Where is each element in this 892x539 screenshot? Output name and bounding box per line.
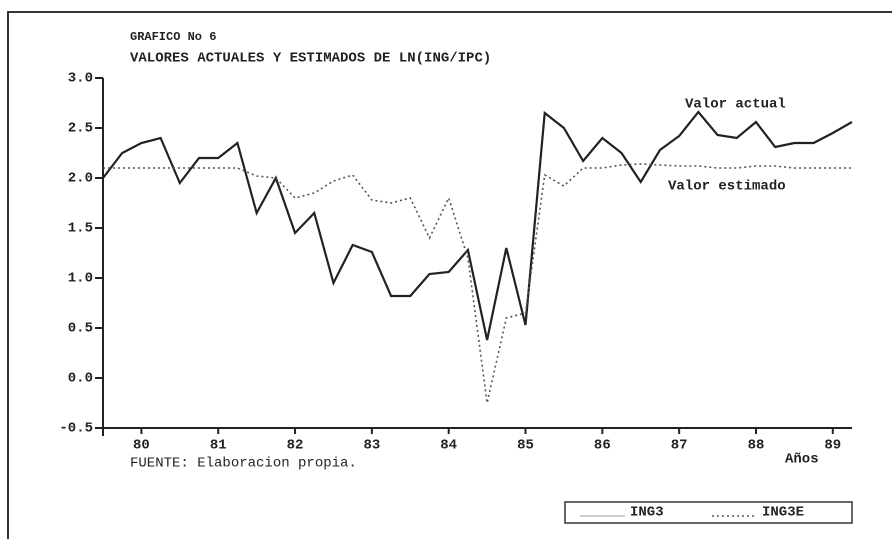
y-tick-label: 1.5 (68, 221, 93, 237)
x-tick-label: 81 (210, 438, 227, 454)
y-tick-label: 2.0 (68, 171, 93, 187)
x-tick-label: 85 (517, 438, 534, 454)
x-tick-label: 87 (671, 438, 688, 454)
annotation: Valor actual (685, 97, 786, 113)
y-tick-label: 2.5 (68, 121, 93, 137)
legend-label: ING3E (762, 505, 804, 521)
source-note: FUENTE: Elaboracion propia. (130, 456, 357, 472)
y-tick-label: 0.5 (68, 321, 93, 337)
legend-label: ING3 (630, 505, 664, 521)
chart-subtitle: VALORES ACTUALES Y ESTIMADOS DE LN(ING/I… (130, 51, 491, 67)
y-tick-label: 3.0 (68, 71, 93, 87)
chart-title: GRAFICO No 6 (130, 30, 216, 44)
x-tick-label: 83 (363, 438, 380, 454)
series-line (103, 163, 852, 404)
series-line (102, 110, 853, 341)
x-tick-label: 88 (748, 438, 765, 454)
frame (7, 11, 892, 539)
x-tick-label: 86 (594, 438, 611, 454)
x-tick-label: 89 (824, 438, 841, 454)
x-tick-label: 82 (287, 438, 304, 454)
x-tick-label: 80 (133, 438, 150, 454)
y-tick-label: 0.0 (68, 371, 93, 387)
annotation: Valor estimado (668, 179, 786, 195)
x-tick-label: 84 (440, 438, 457, 454)
x-axis-label: Años (785, 452, 819, 468)
y-tick-label: 1.0 (68, 271, 93, 287)
y-tick-label: -0.5 (59, 421, 93, 437)
legend-box (564, 501, 853, 524)
